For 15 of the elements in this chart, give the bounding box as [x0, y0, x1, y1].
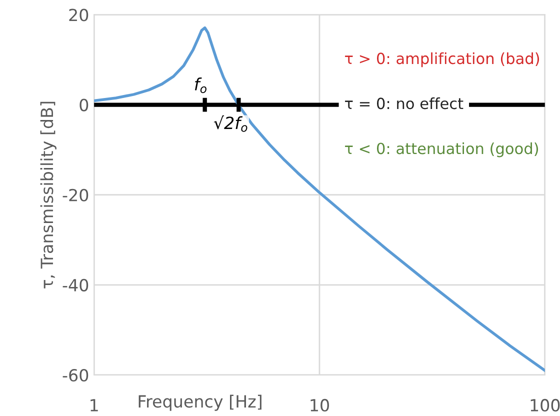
y-axis-title: τ, Transmissibility [dB]	[40, 102, 56, 288]
y-tick-label: -20	[62, 188, 88, 202]
ref-line-label: τ = 0: no effect	[345, 97, 464, 110]
y-tick-label: 0	[80, 98, 88, 112]
x-tick-label: 1	[90, 399, 98, 412]
y-tick-label: 20	[69, 8, 88, 22]
y-tick-label: -40	[62, 278, 88, 292]
annotation: τ < 0: attenuation (good)	[345, 142, 538, 158]
x-axis-title: Frequency [Hz]	[138, 394, 262, 411]
annotation: τ > 0: amplification (bad)	[345, 52, 540, 68]
annotation: f$_{o}$	[194, 78, 206, 94]
annotation: √2f$_{o}$	[214, 115, 248, 132]
x-tick-label: 100	[530, 398, 560, 412]
y-tick-label: -60	[62, 368, 88, 382]
x-tick-label: 10	[310, 398, 329, 412]
